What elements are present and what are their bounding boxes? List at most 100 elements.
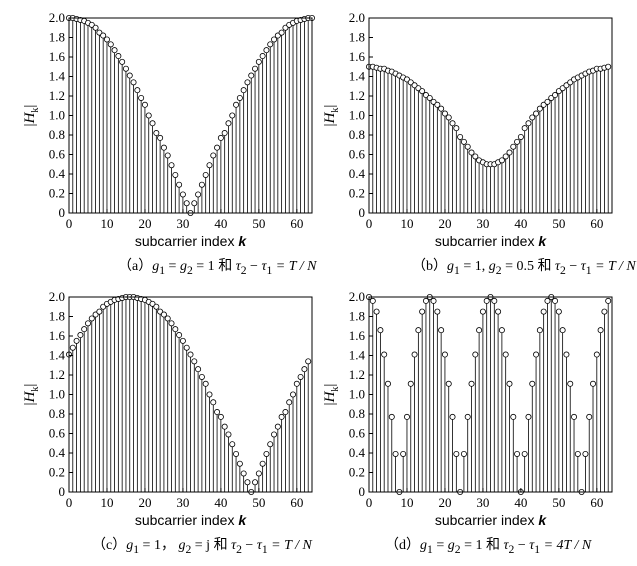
xtick-label-a-5: 50	[252, 216, 265, 231]
ytick-label-a-10: 2.0	[49, 10, 65, 25]
point-d-13	[415, 327, 422, 334]
point-d-52	[563, 351, 570, 358]
point-a-23	[153, 130, 160, 137]
xtick-label-b-1: 10	[400, 216, 413, 231]
point-b-16	[426, 94, 433, 101]
point-d-5	[384, 380, 391, 387]
xtick-label-a-6: 60	[290, 216, 303, 231]
point-d-30	[479, 308, 486, 315]
point-d-62	[601, 308, 608, 315]
ytick-label-b-10: 2.0	[349, 10, 365, 25]
point-d-9	[400, 450, 407, 457]
xtick-label-b-3: 30	[476, 216, 489, 231]
point-d-20	[441, 351, 448, 358]
point-c-41	[221, 423, 228, 430]
chart-a: 00.20.40.60.81.01.21.41.61.82.00 10 20 30 40…	[22, 10, 315, 249]
point-a-13	[115, 53, 122, 60]
point-b-19	[438, 105, 445, 112]
point-a-39	[214, 144, 221, 151]
point-b-43	[529, 114, 536, 121]
ytick-label-a-4: 0.8	[49, 127, 65, 142]
ytick-label-b-7: 1.4	[349, 69, 366, 84]
point-d-19	[438, 327, 445, 334]
point-a-31	[183, 200, 190, 207]
ytick-label-b-1: 0.2	[349, 186, 365, 201]
point-a-17	[130, 79, 137, 86]
xtick-label-a-0: 0	[66, 216, 73, 231]
xlabel-a: subcarrier index k	[135, 233, 248, 249]
point-c-5	[84, 320, 91, 327]
ytick-label-d-3: 0.6	[349, 426, 366, 441]
point-c-2	[73, 337, 80, 344]
point-a-16	[126, 72, 133, 79]
caption-c: （c）g1 = 1， g2 = j 和 τ2 − τ1 = T / N	[92, 538, 312, 556]
point-d-49	[552, 297, 559, 304]
point-a-27	[168, 162, 175, 169]
ytick-label-a-9: 1.8	[49, 30, 65, 45]
point-a-12	[111, 47, 118, 54]
point-c-29	[176, 332, 183, 339]
point-d-2	[373, 308, 380, 315]
point-a-33	[191, 200, 198, 207]
point-d-28	[472, 351, 479, 358]
point-a-9	[100, 32, 107, 39]
point-a-25	[160, 144, 167, 151]
point-c-36	[202, 380, 209, 387]
point-b-25	[460, 138, 467, 145]
point-c-42	[225, 431, 232, 438]
ytick-label-d-0: 0	[359, 484, 366, 499]
point-a-44	[233, 101, 240, 108]
point-c-46	[240, 470, 247, 477]
point-a-52	[263, 47, 270, 54]
point-d-14	[419, 308, 426, 315]
point-b-24	[457, 133, 464, 140]
point-b-36	[502, 153, 509, 160]
ylabel-a: |Hk|	[22, 105, 41, 127]
point-d-26	[464, 413, 471, 420]
point-b-41	[521, 125, 528, 132]
xtick-label-a-2: 20	[138, 216, 151, 231]
point-c-38	[210, 399, 217, 406]
xtick-label-b-0: 0	[366, 216, 373, 231]
ytick-label-c-4: 0.8	[49, 406, 65, 421]
ytick-label-d-6: 1.2	[349, 367, 365, 382]
point-d-6	[388, 413, 395, 420]
ytick-label-d-7: 1.4	[349, 348, 366, 363]
point-d-46	[540, 308, 547, 315]
point-d-35	[498, 327, 505, 334]
point-d-53	[567, 380, 574, 387]
point-a-36	[202, 171, 209, 178]
point-a-54	[271, 36, 278, 43]
point-d-31	[483, 297, 490, 304]
ytick-label-c-10: 2.0	[49, 289, 65, 304]
point-a-51	[259, 53, 266, 60]
point-c-8	[96, 308, 103, 315]
point-b-38	[510, 143, 517, 150]
xtick-label-b-6: 60	[590, 216, 603, 231]
xtick-label-d-3: 30	[476, 495, 489, 510]
point-d-50	[555, 308, 562, 315]
xtick-label-c-5: 50	[252, 495, 265, 510]
point-d-51	[559, 327, 566, 334]
ytick-label-c-2: 0.4	[49, 445, 66, 460]
point-d-37	[506, 380, 513, 387]
point-d-42	[525, 413, 532, 420]
caption-d: （d）g1 = g2 = 1 和 τ2 − τ1 = 4T / N	[385, 538, 592, 556]
point-c-47	[244, 479, 251, 486]
point-d-59	[590, 380, 597, 387]
point-d-61	[597, 327, 604, 334]
point-a-56	[278, 29, 285, 36]
point-c-31	[183, 344, 190, 351]
point-c-30	[179, 337, 186, 344]
point-d-23	[453, 450, 460, 457]
xlabel-c: subcarrier index k	[135, 512, 248, 528]
ytick-label-c-5: 1.0	[49, 387, 65, 402]
point-c-49	[252, 479, 259, 486]
point-d-3	[377, 327, 384, 334]
point-d-38	[510, 413, 517, 420]
point-d-63	[605, 297, 612, 304]
ytick-label-c-7: 1.4	[49, 348, 66, 363]
point-b-18	[434, 101, 441, 108]
xtick-label-a-3: 30	[176, 216, 189, 231]
point-a-10	[103, 36, 110, 43]
